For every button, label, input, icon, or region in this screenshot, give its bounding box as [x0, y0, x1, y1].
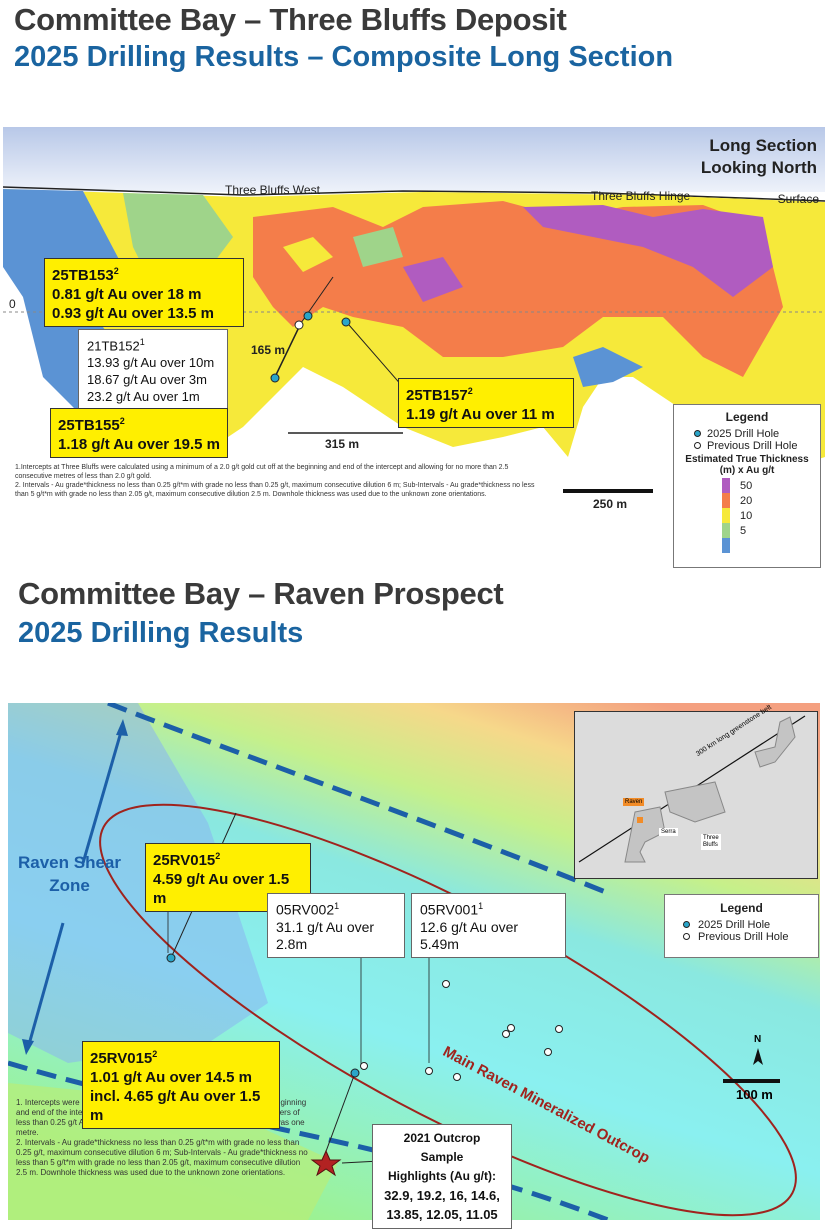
drill-previous-icon — [694, 442, 701, 449]
inset-raven-label: Raven — [623, 798, 645, 806]
drill-2025-icon — [694, 430, 701, 437]
legend-long-section: Legend 2025 Drill Hole Previous Drill Ho… — [673, 404, 821, 568]
zero-elevation-label: 0 — [9, 297, 16, 311]
distance-165: 165 m — [251, 343, 286, 357]
section2-subtitle: 2025 Drilling Results — [18, 617, 304, 649]
inset-serra-label: Serra — [659, 828, 678, 836]
drill-hole-21tb152 — [294, 320, 304, 330]
three-bluffs-hinge-label: Three Bluffs Hinge — [591, 189, 691, 203]
callout-05rv002: 05RV0021 31.1 g/t Au over 2.8m — [267, 893, 405, 958]
surface-label: Surface — [777, 192, 819, 206]
callout-25tb155: 25TB1552 1.18 g/t Au over 19.5 m — [50, 408, 228, 458]
callout-05rv001: 05RV0011 12.6 g/t Au over 5.49m — [411, 893, 566, 958]
distance-315: 315 m — [325, 437, 360, 451]
drill-hole-25tb155 — [270, 373, 280, 383]
section1-subtitle: 2025 Drilling Results – Composite Long S… — [14, 41, 674, 73]
ramp-step: 5 — [722, 523, 812, 538]
ramp-step: 10 — [722, 508, 812, 523]
drill-hole-25tb157 — [341, 317, 351, 327]
location-inset-map: Raven Serra Three Bluffs 300 km long gree… — [574, 704, 818, 879]
inset-three-bluffs-label: Three Bluffs — [701, 834, 721, 850]
footnotes: 1.Intercepts at Three Bluffs were calcul… — [15, 464, 535, 498]
drill-2025-icon — [683, 921, 690, 928]
outcrop-samples-box: 2021 Outcrop Sample Highlights (Au g/t): 3… — [372, 1124, 512, 1229]
drill-hole-25tb153 — [303, 311, 313, 321]
section1-title: Committee Bay – Three Bluffs Deposit — [14, 2, 567, 37]
view-label: Long Section — [709, 136, 817, 155]
legend-raven: Legend 2025 Drill Hole Previous Drill Ho… — [664, 894, 819, 958]
ramp-step: 20 — [722, 493, 812, 508]
raven-shear-zone-label: Raven Shear Zone — [18, 853, 121, 895]
view-direction: Looking North — [700, 158, 817, 177]
callout-25tb157: 25TB1572 1.19 g/t Au over 11 m — [398, 378, 574, 428]
callout-25tb153: 25TB1532 0.81 g/t Au over 18 m 0.93 g/t Au… — [44, 258, 244, 327]
section2-title: Committee Bay – Raven Prospect — [18, 576, 504, 611]
drill-previous-icon — [683, 933, 690, 940]
callout-21tb152: 21TB1521 13.93 g/t Au over 10m 18.67 g/t A… — [78, 329, 228, 411]
ramp-step — [722, 538, 812, 553]
scale-bar-label: 250 m — [593, 497, 628, 511]
north-arrow: N — [754, 1034, 762, 1045]
callout-25rv015-lower: 25RV0152 1.01 g/t Au over 14.5 m incl. 4.6… — [82, 1041, 280, 1129]
three-bluffs-west-label: Three Bluffs West — [225, 183, 320, 197]
ramp-step: 50 — [722, 478, 812, 493]
color-ramp: 50 20 10 5 — [722, 478, 812, 553]
scale-bar-label: 100 m — [736, 1087, 773, 1102]
